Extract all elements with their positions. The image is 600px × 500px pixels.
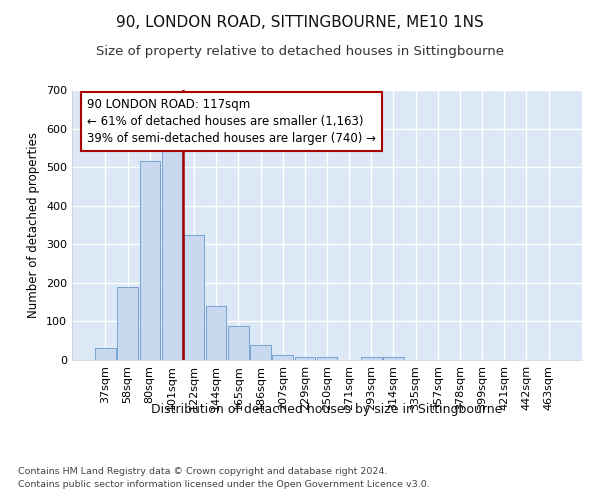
Bar xyxy=(206,306,226,360)
Bar xyxy=(250,346,271,360)
Bar xyxy=(95,348,116,360)
Text: 90, LONDON ROAD, SITTINGBOURNE, ME10 1NS: 90, LONDON ROAD, SITTINGBOURNE, ME10 1NS xyxy=(116,15,484,30)
Text: Contains public sector information licensed under the Open Government Licence v3: Contains public sector information licen… xyxy=(18,480,430,489)
Bar xyxy=(383,357,404,360)
Bar xyxy=(184,234,204,360)
Bar xyxy=(118,286,138,360)
Text: Contains HM Land Registry data © Crown copyright and database right 2024.: Contains HM Land Registry data © Crown c… xyxy=(18,468,388,476)
Text: Size of property relative to detached houses in Sittingbourne: Size of property relative to detached ho… xyxy=(96,45,504,58)
Bar xyxy=(140,162,160,360)
Bar xyxy=(361,357,382,360)
Bar xyxy=(228,326,248,360)
Text: Distribution of detached houses by size in Sittingbourne: Distribution of detached houses by size … xyxy=(151,402,503,415)
Bar xyxy=(272,356,293,360)
Text: 90 LONDON ROAD: 117sqm
← 61% of detached houses are smaller (1,163)
39% of semi-: 90 LONDON ROAD: 117sqm ← 61% of detached… xyxy=(88,98,376,145)
Bar xyxy=(295,357,315,360)
Bar xyxy=(317,357,337,360)
Bar xyxy=(161,144,182,360)
Y-axis label: Number of detached properties: Number of detached properties xyxy=(28,132,40,318)
